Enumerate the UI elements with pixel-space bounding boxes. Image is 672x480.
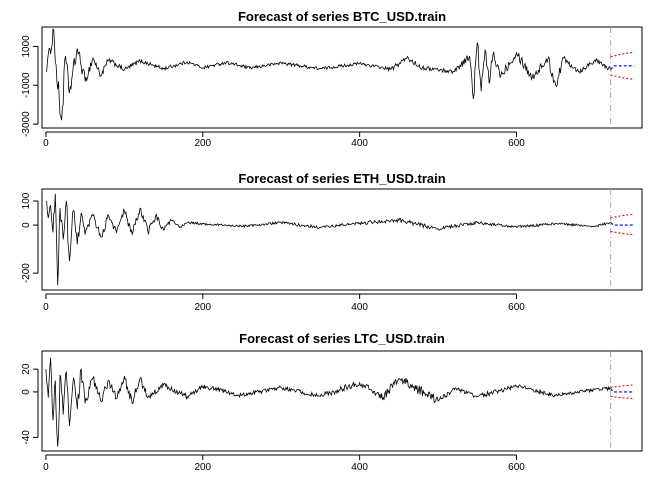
forecast-upper-band — [610, 51, 635, 58]
chart-panel-2: Forecast of series ETH_USD.train 0 200 400 6… — [21, 171, 643, 313]
x-tick-label: 0 — [43, 138, 49, 149]
x-tick-label: 400 — [351, 138, 368, 149]
plot-frame — [41, 26, 643, 129]
y-tick-label: -3000 — [21, 111, 32, 137]
forecast-mean-line — [610, 65, 635, 71]
forecast-upper-band — [610, 384, 635, 388]
chart-title: Forecast of series ETH_USD.train — [238, 171, 445, 186]
forecast-mean-line — [610, 388, 635, 393]
plot-frame — [41, 188, 643, 291]
y-tick-label: -40 — [21, 430, 32, 445]
y-tick-label: 0 — [21, 222, 32, 228]
y-tick-label: 100 — [21, 192, 32, 209]
series-line — [45, 357, 611, 447]
x-tick-label: 400 — [351, 462, 368, 473]
x-tick-label: 200 — [194, 462, 211, 473]
y-tick-label: -1000 — [21, 72, 32, 98]
x-tick-label: 0 — [43, 462, 49, 473]
x-tick-label: 400 — [351, 302, 368, 313]
forecast-lower-band — [610, 231, 635, 236]
x-tick-label: 0 — [43, 302, 49, 313]
chart-title: Forecast of series BTC_USD.train — [238, 9, 446, 24]
chart-title: Forecast of series LTC_USD.train — [239, 331, 445, 346]
forecast-upper-band — [610, 213, 635, 219]
series-line — [45, 193, 611, 286]
x-tick-label: 600 — [508, 302, 525, 313]
x-tick-label: 600 — [508, 138, 525, 149]
forecast-lower-band — [610, 74, 635, 80]
forecast-lower-band — [610, 395, 635, 400]
x-tick-label: 200 — [194, 138, 211, 149]
chart-panel-1: Forecast of series BTC_USD.train 0 200 400 6… — [21, 9, 643, 149]
y-tick-label: 0 — [21, 389, 32, 395]
x-tick-label: 200 — [194, 302, 211, 313]
plot-frame — [41, 350, 643, 452]
y-tick-label: 20 — [21, 363, 32, 375]
x-tick-label: 600 — [508, 462, 525, 473]
y-tick-label: 1000 — [21, 35, 32, 58]
series-line — [45, 28, 611, 121]
y-tick-label: -200 — [21, 263, 32, 283]
forecast-mean-line — [610, 222, 635, 226]
